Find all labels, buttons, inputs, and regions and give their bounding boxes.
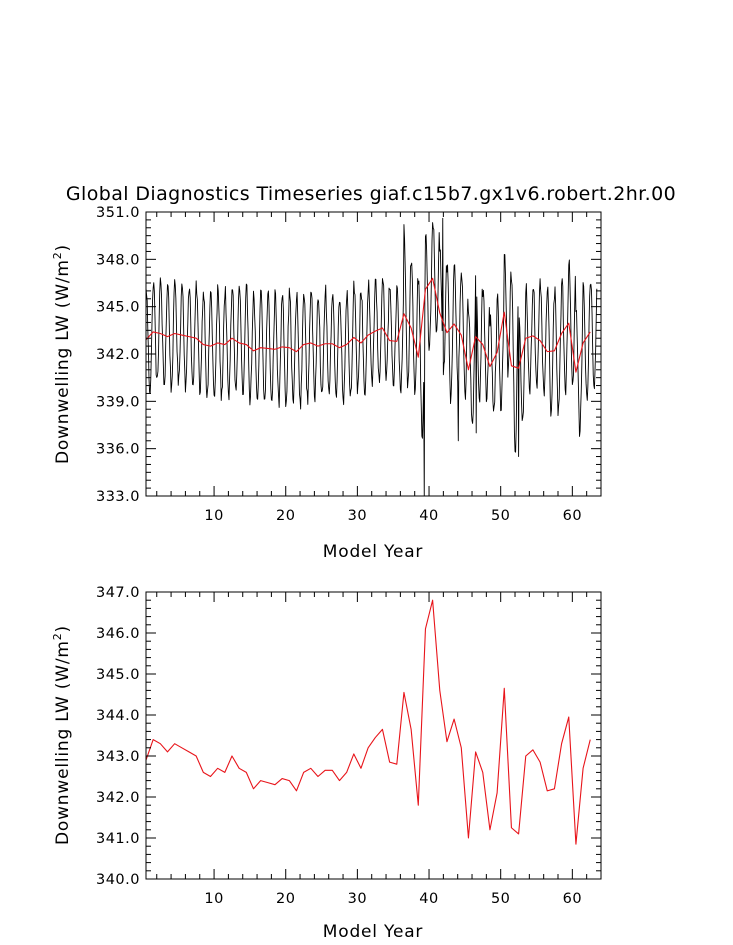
y-tick-label: 348.0 bbox=[96, 252, 140, 268]
x-tick-label: 10 bbox=[204, 891, 223, 907]
x-tick-label: 60 bbox=[563, 508, 582, 524]
y-tick-label: 346.0 bbox=[96, 626, 140, 642]
y-tick-label: 342.0 bbox=[96, 790, 140, 806]
chart-title: Global Diagnostics Timeseries giaf.c15b7… bbox=[66, 183, 676, 205]
top-y-axis-label: Downwelling LW (W/m2) bbox=[51, 244, 73, 464]
top-panel: 10 20 30 40 50 60 333.0 336.0 339.0 342.0 345.0 348… bbox=[51, 205, 602, 562]
y-tick-label: 344.0 bbox=[96, 708, 140, 724]
x-tick-label: 10 bbox=[204, 508, 223, 524]
annual-mean-series-line bbox=[145, 277, 591, 373]
bottom-y-axis-label: Downwelling LW (W/m2) bbox=[51, 625, 73, 845]
top-ticks-layer bbox=[146, 211, 602, 497]
y-tick-label: 341.0 bbox=[96, 831, 140, 847]
x-tick-label: 60 bbox=[563, 891, 582, 907]
y-tick-label: 351.0 bbox=[96, 205, 140, 221]
y-tick-label: 345.0 bbox=[96, 300, 140, 316]
bottom-panel: 10 20 30 40 50 60 340.0 341.0 342.0 343.0 344.0 345… bbox=[51, 585, 602, 942]
bottom-plot-frame bbox=[145, 591, 602, 880]
x-tick-label: 20 bbox=[276, 891, 295, 907]
top-x-axis-label: Model Year bbox=[323, 542, 423, 562]
x-tick-label: 40 bbox=[419, 891, 438, 907]
y-tick-label: 333.0 bbox=[96, 489, 140, 505]
y-tick-label: 340.0 bbox=[96, 872, 140, 888]
y-tick-label: 336.0 bbox=[96, 442, 140, 458]
y-tick-label: 342.0 bbox=[96, 347, 140, 363]
y-tick-label: 345.0 bbox=[96, 667, 140, 683]
bottom-ticks-layer bbox=[146, 591, 602, 880]
monthly-series-line bbox=[145, 217, 598, 497]
y-tick-label: 343.0 bbox=[96, 749, 140, 765]
x-tick-label: 50 bbox=[491, 508, 510, 524]
y-tick-label: 339.0 bbox=[96, 394, 140, 410]
top-series-layer bbox=[145, 217, 598, 497]
top-tick-labels: 10 20 30 40 50 60 333.0 336.0 339.0 342.0 345.0 348… bbox=[96, 205, 582, 524]
x-tick-label: 30 bbox=[348, 508, 367, 524]
bottom-tick-labels: 10 20 30 40 50 60 340.0 341.0 342.0 343.0 344.0 345… bbox=[96, 585, 582, 907]
x-tick-label: 50 bbox=[491, 891, 510, 907]
bottom-series-layer bbox=[145, 599, 591, 845]
x-tick-label: 40 bbox=[419, 508, 438, 524]
x-tick-label: 30 bbox=[348, 891, 367, 907]
x-tick-label: 20 bbox=[276, 508, 295, 524]
y-tick-label: 347.0 bbox=[96, 585, 140, 601]
annual-mean-series-line bbox=[145, 599, 591, 845]
bottom-x-axis-label: Model Year bbox=[323, 922, 423, 942]
